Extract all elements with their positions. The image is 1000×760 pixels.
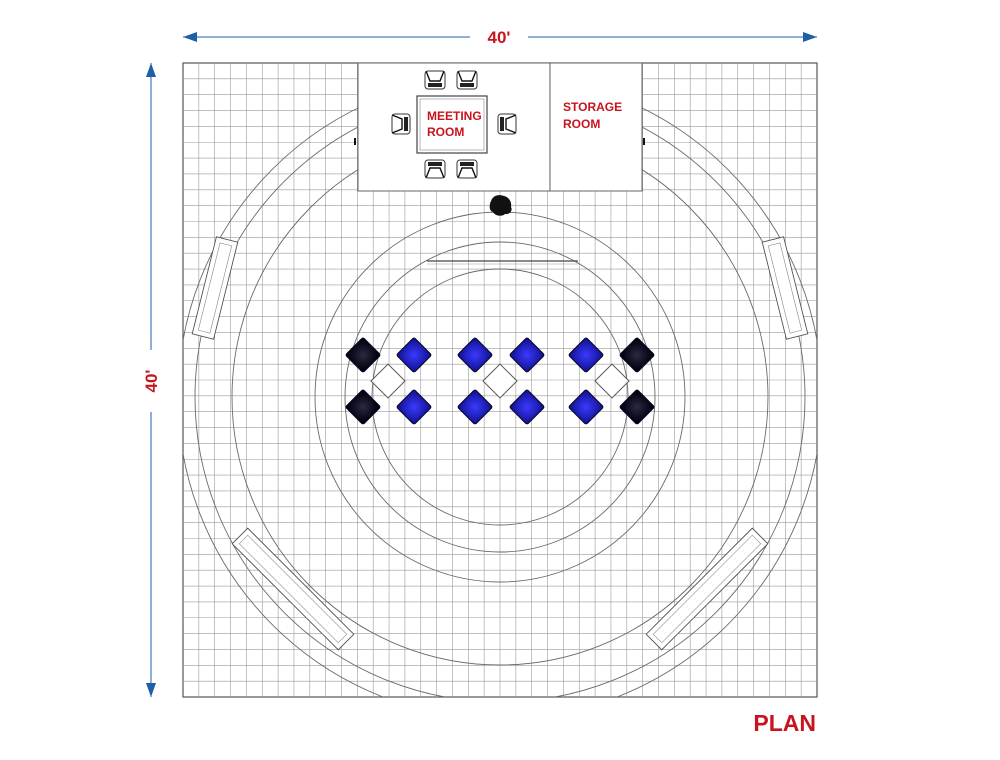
height-dimension: 40' bbox=[138, 63, 164, 697]
seat-blue bbox=[568, 389, 604, 425]
side-table bbox=[370, 363, 406, 399]
counter-upper-left bbox=[191, 236, 239, 340]
ring-inner bbox=[371, 268, 629, 526]
seat-blue bbox=[396, 337, 432, 373]
side-table bbox=[482, 363, 518, 399]
side-table bbox=[594, 363, 630, 399]
arrow-right-icon bbox=[803, 32, 817, 42]
seat-black bbox=[345, 389, 381, 425]
standing-figure-icon bbox=[489, 195, 512, 216]
width-dimension: 40' bbox=[183, 24, 817, 50]
storage-room-label-line2: ROOM bbox=[563, 117, 600, 131]
seat-black bbox=[619, 337, 655, 373]
seat-blue bbox=[396, 389, 432, 425]
storage-room-outline bbox=[549, 62, 643, 192]
meeting-chair-icon bbox=[456, 70, 478, 90]
arrow-up-icon bbox=[146, 63, 156, 77]
seat-black bbox=[345, 337, 381, 373]
meeting-chair-icon bbox=[497, 113, 517, 135]
seat-blue bbox=[457, 389, 493, 425]
counter-upper-right bbox=[761, 236, 809, 340]
meeting-chair-icon bbox=[424, 159, 446, 179]
seat-blue bbox=[509, 337, 545, 373]
counter-lower-right bbox=[645, 527, 769, 651]
meeting-room-label-line2: ROOM bbox=[427, 125, 464, 139]
meeting-chair-icon bbox=[391, 113, 411, 135]
counter-lower-left bbox=[231, 527, 355, 651]
height-label: 40' bbox=[142, 370, 161, 393]
seat-black bbox=[619, 389, 655, 425]
meeting-table-set bbox=[391, 70, 517, 179]
meeting-table-inner bbox=[419, 98, 485, 151]
meeting-chairs bbox=[391, 70, 517, 179]
plan-title: PLAN bbox=[753, 710, 816, 736]
seat-blue bbox=[568, 337, 604, 373]
seat-blue bbox=[457, 337, 493, 373]
seat-blue bbox=[509, 389, 545, 425]
display-counters bbox=[191, 236, 809, 651]
side-tables bbox=[370, 363, 630, 399]
arrow-left-icon bbox=[183, 32, 197, 42]
ring-5 bbox=[344, 241, 656, 553]
meeting-chair-icon bbox=[456, 159, 478, 179]
width-label: 40' bbox=[488, 28, 511, 47]
meeting-chair-icon bbox=[424, 70, 446, 90]
stage-edge bbox=[427, 260, 578, 265]
meeting-room-label-line1: MEETING bbox=[427, 109, 482, 123]
arrow-down-icon bbox=[146, 683, 156, 697]
storage-room-label-line1: STORAGE bbox=[563, 100, 622, 114]
meeting-table bbox=[416, 95, 488, 154]
lounge-seats bbox=[345, 337, 655, 425]
